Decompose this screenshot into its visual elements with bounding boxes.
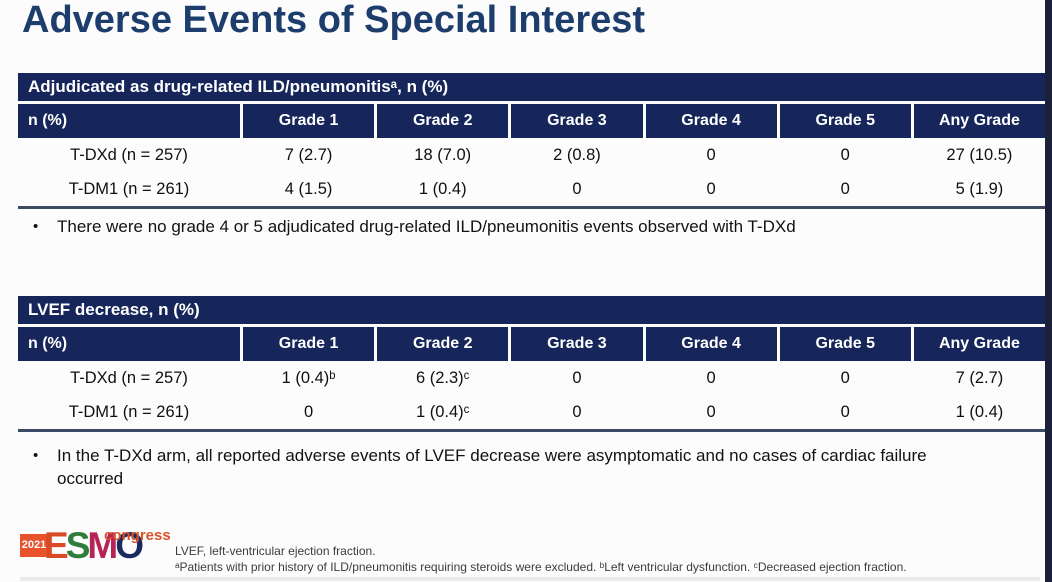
table-cell: 1 (0.4)ᶜ <box>415 403 470 421</box>
table-header-row: n (%) Grade 1 Grade 2 Grade 3 Grade 4 Grade 5… <box>18 327 1045 361</box>
column-header: Grade 1 <box>243 104 375 138</box>
table-cell: 0 <box>840 369 850 387</box>
table-cell: 0 <box>706 369 716 387</box>
column-header: Grade 5 <box>779 327 911 361</box>
table-cell: 2 (0.8) <box>553 146 601 164</box>
logo-letter: O <box>115 525 144 566</box>
footnotes: LVEF, left-ventricular ejection fraction… <box>175 544 907 575</box>
bullet-marker: • <box>33 447 39 464</box>
logo-letter: S <box>65 525 91 566</box>
logo-congress-label: congress <box>104 527 171 544</box>
table-cell: 5 (1.9) <box>955 180 1004 198</box>
table-cell: 18 (7.0) <box>414 146 472 164</box>
table-cell: 4 (1.5) <box>284 180 333 198</box>
column-header: Any Grade <box>913 104 1045 138</box>
esmo-congress-logo: 2021 ESMO congress <box>20 525 185 580</box>
column-header: Grade 3 <box>511 104 643 138</box>
table-body: T-DXd (n = 257) 1 (0.4)ᵇ 6 (2.3)ᶜ 0 0 0 7 (2.7… <box>18 361 1045 429</box>
slide-right-edge-strip <box>1045 0 1052 582</box>
column-header: n (%) <box>18 104 240 138</box>
logo-letter: M <box>87 525 118 566</box>
table-row: T-DXd (n = 257) 1 (0.4)ᵇ 6 (2.3)ᶜ 0 0 0 7 (2.7… <box>18 361 1045 395</box>
table-cell: 1 (0.4) <box>418 180 467 198</box>
column-header: Grade 3 <box>511 327 643 361</box>
row-label: T-DM1 (n = 261) <box>68 403 190 421</box>
slide-bottom-edge-strip <box>20 577 1040 581</box>
table-cell: 0 <box>572 403 582 421</box>
table-title: Adjudicated as drug-related ILD/pneumoni… <box>18 73 1045 101</box>
table-row: T-DXd (n = 257) 7 (2.7) 18 (7.0) 2 (0.8) 0 0 2… <box>18 138 1045 172</box>
logo-year-badge: 2021 <box>20 534 48 557</box>
bullet-text: There were no grade 4 or 5 adjudicated d… <box>57 217 796 236</box>
table-cell: 0 <box>840 403 850 421</box>
column-header: Grade 1 <box>243 327 375 361</box>
bullet-note-ild: • There were no grade 4 or 5 adjudicated… <box>30 215 1020 238</box>
table-cell: 6 (2.3)ᶜ <box>415 369 470 387</box>
table-bottom-rule <box>18 429 1045 432</box>
column-header: Grade 4 <box>645 327 777 361</box>
column-header: Any Grade <box>913 327 1045 361</box>
table-cell: 0 <box>706 403 716 421</box>
table-bottom-rule <box>18 206 1045 209</box>
footnote-abbreviation: LVEF, left-ventricular ejection fraction… <box>175 544 376 558</box>
row-label: T-DXd (n = 257) <box>70 369 188 387</box>
table-cell: 7 (2.7) <box>955 369 1004 387</box>
column-header: Grade 2 <box>377 104 509 138</box>
table-cell: 0 <box>572 180 582 198</box>
table-row: T-DM1 (n = 261) 4 (1.5) 1 (0.4) 0 0 0 5 (1.9) <box>18 172 1045 206</box>
footnote-superscripts: ᵃPatients with prior history of ILD/pneu… <box>175 559 907 574</box>
column-header: Grade 5 <box>779 104 911 138</box>
table-cell: 0 <box>706 146 716 164</box>
row-label: T-DM1 (n = 261) <box>68 180 190 198</box>
column-header: Grade 2 <box>377 327 509 361</box>
bullet-note-lvef: • In the T-DXd arm, all reported adverse… <box>30 444 995 490</box>
table-ild-pneumonitis: Adjudicated as drug-related ILD/pneumoni… <box>18 73 1045 209</box>
column-header: Grade 4 <box>645 104 777 138</box>
table-cell: 27 (10.5) <box>946 146 1013 164</box>
column-header: n (%) <box>18 327 240 361</box>
bullet-text: In the T-DXd arm, all reported adverse e… <box>57 446 927 488</box>
table-row: T-DM1 (n = 261) 0 1 (0.4)ᶜ 0 0 0 1 (0.4) <box>18 395 1045 429</box>
bullet-marker: • <box>33 218 39 235</box>
table-cell: 0 <box>840 180 850 198</box>
table-cell: 0 <box>303 403 314 421</box>
table-body: T-DXd (n = 257) 7 (2.7) 18 (7.0) 2 (0.8) 0 0 2… <box>18 138 1045 206</box>
table-cell: 0 <box>572 369 582 387</box>
table-cell: 0 <box>840 146 850 164</box>
table-cell: 7 (2.7) <box>284 146 333 164</box>
row-label: T-DXd (n = 257) <box>70 146 188 164</box>
table-header-row: n (%) Grade 1 Grade 2 Grade 3 Grade 4 Grade 5… <box>18 104 1045 138</box>
page-title: Adverse Events of Special Interest <box>22 0 646 41</box>
table-cell: 1 (0.4)ᵇ <box>281 369 336 387</box>
logo-esmo-letters: ESMO <box>44 522 144 570</box>
table-cell: 1 (0.4) <box>955 403 1004 421</box>
table-cell: 0 <box>706 180 716 198</box>
logo-letter: E <box>44 525 69 566</box>
table-title: LVEF decrease, n (%) <box>18 296 1045 324</box>
